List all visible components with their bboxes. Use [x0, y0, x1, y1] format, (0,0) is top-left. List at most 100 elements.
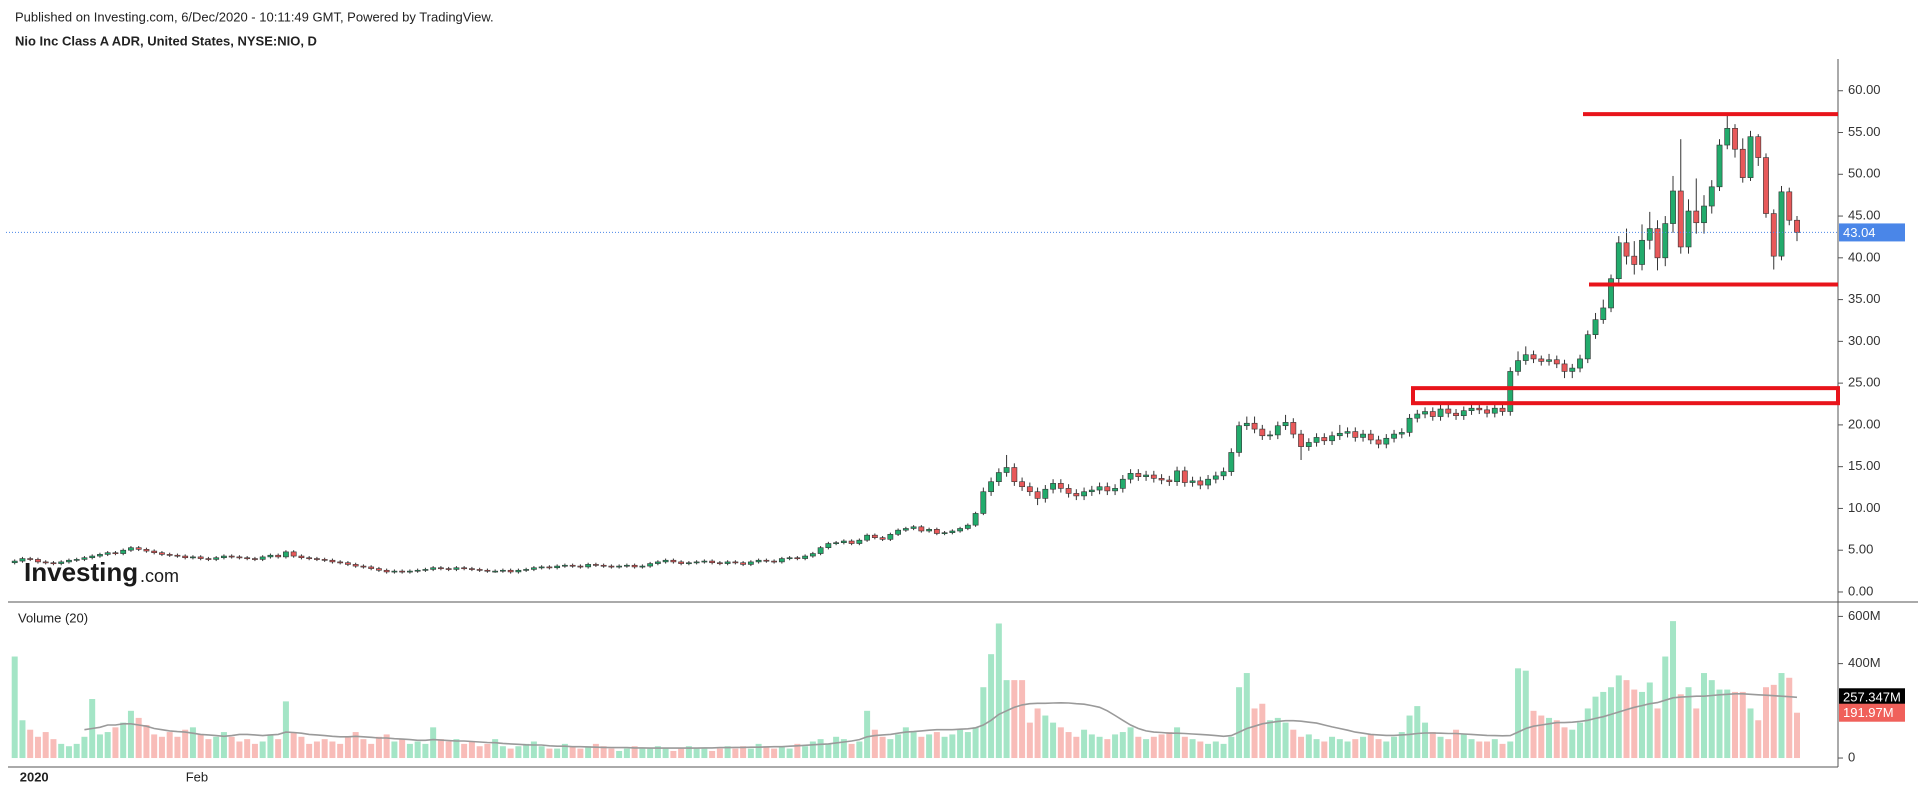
volume-bar — [1437, 736, 1444, 759]
candle-body — [1515, 360, 1521, 372]
volume-bar — [763, 746, 770, 759]
volume-bar — [213, 736, 220, 759]
volume-bar — [1367, 734, 1374, 759]
volume-bar — [151, 734, 158, 759]
volume-bar — [1685, 687, 1692, 759]
candle-body — [732, 561, 739, 564]
volume-bar — [1491, 739, 1498, 759]
volume-bar — [546, 748, 553, 759]
volume-bar — [197, 734, 204, 759]
candle-body — [1491, 407, 1498, 414]
candle-body — [128, 547, 134, 551]
candle-body — [1298, 433, 1304, 447]
volume-bar — [11, 656, 18, 759]
candle-body — [205, 558, 212, 560]
candle-body — [1282, 422, 1289, 427]
volume-bar — [437, 739, 444, 759]
candle-body — [693, 561, 700, 564]
volume-bar — [530, 741, 537, 759]
y-tick-label: 55.00 — [1848, 124, 1881, 139]
candle-body — [1197, 480, 1204, 486]
volume-bar — [306, 743, 313, 759]
candle-body — [887, 534, 894, 540]
candle-body — [1104, 486, 1111, 492]
y-tick-label: 30.00 — [1848, 333, 1881, 348]
candle-body — [600, 564, 607, 567]
candle-body — [1437, 408, 1444, 417]
candle-body — [143, 549, 150, 552]
volume-bar — [499, 746, 506, 759]
candle-body — [1081, 491, 1087, 497]
candle-body — [1592, 319, 1599, 335]
candle-body — [484, 569, 491, 572]
volume-bar — [158, 736, 165, 759]
candle-body — [809, 553, 816, 557]
volume-bar — [127, 710, 134, 759]
volume-bar — [1662, 656, 1669, 759]
volume-bar — [1515, 668, 1522, 759]
volume-bar — [1561, 727, 1568, 759]
volume-bar — [34, 736, 41, 759]
volume-bar — [1631, 689, 1638, 759]
candle-body — [430, 567, 437, 570]
volume-bar — [1507, 741, 1514, 759]
volume-bar — [1468, 739, 1475, 759]
candle-body — [97, 554, 103, 557]
candle-body — [476, 569, 483, 571]
candle-body — [1406, 417, 1413, 433]
candle-body — [995, 472, 1002, 483]
volume-bar — [561, 743, 568, 759]
volume-last-label-box — [1839, 703, 1905, 722]
volume-bar — [1267, 720, 1274, 759]
candle-body — [569, 564, 576, 567]
candle-body — [1375, 439, 1382, 445]
candle-body — [499, 569, 506, 572]
volume-bar — [515, 746, 522, 759]
candle-body — [383, 569, 390, 573]
volume-bar — [1383, 741, 1390, 759]
candle-body — [1088, 489, 1095, 493]
candle-body — [1352, 431, 1359, 438]
volume-bar — [1608, 687, 1615, 759]
volume-bar — [1360, 736, 1367, 759]
candle-body — [577, 565, 584, 568]
candle-body — [66, 559, 72, 563]
candle-body — [1243, 422, 1250, 427]
y-tick-label: 5.00 — [1848, 542, 1873, 557]
y-tick-label: 0 — [1848, 749, 1855, 764]
volume-last-label: 191.97M — [1843, 705, 1894, 720]
y-tick-label: 35.00 — [1848, 291, 1881, 306]
volume-bar — [577, 748, 584, 759]
candle-body — [352, 564, 359, 567]
candle-body — [1429, 411, 1436, 417]
candle-body — [678, 561, 685, 564]
candle-body — [546, 566, 553, 569]
volume-bar — [1119, 732, 1126, 759]
volume-bar — [1530, 710, 1537, 759]
candle-body — [1003, 467, 1010, 473]
volume-bar — [569, 746, 576, 759]
candle-body — [972, 513, 979, 526]
candle-body — [174, 554, 181, 557]
candle-body — [438, 567, 444, 570]
candle-body — [135, 547, 142, 550]
volume-bar — [313, 741, 320, 759]
volume-bar — [1220, 743, 1227, 759]
volume-bar — [747, 748, 754, 759]
candle-body — [1739, 148, 1746, 178]
volume-bar — [1042, 715, 1049, 759]
volume-bar — [740, 746, 747, 759]
candle-body — [290, 551, 297, 557]
volume-bar — [236, 741, 243, 759]
candle-body — [1026, 486, 1033, 493]
candle-body — [1538, 358, 1545, 362]
candle-body — [73, 559, 80, 561]
volume-bar — [1639, 691, 1646, 759]
candle-body — [1344, 431, 1351, 434]
candle-body — [763, 559, 770, 562]
candle-body — [856, 539, 863, 544]
candle-body — [794, 557, 801, 560]
candle-body — [1615, 242, 1622, 280]
volume-bar — [383, 734, 390, 759]
